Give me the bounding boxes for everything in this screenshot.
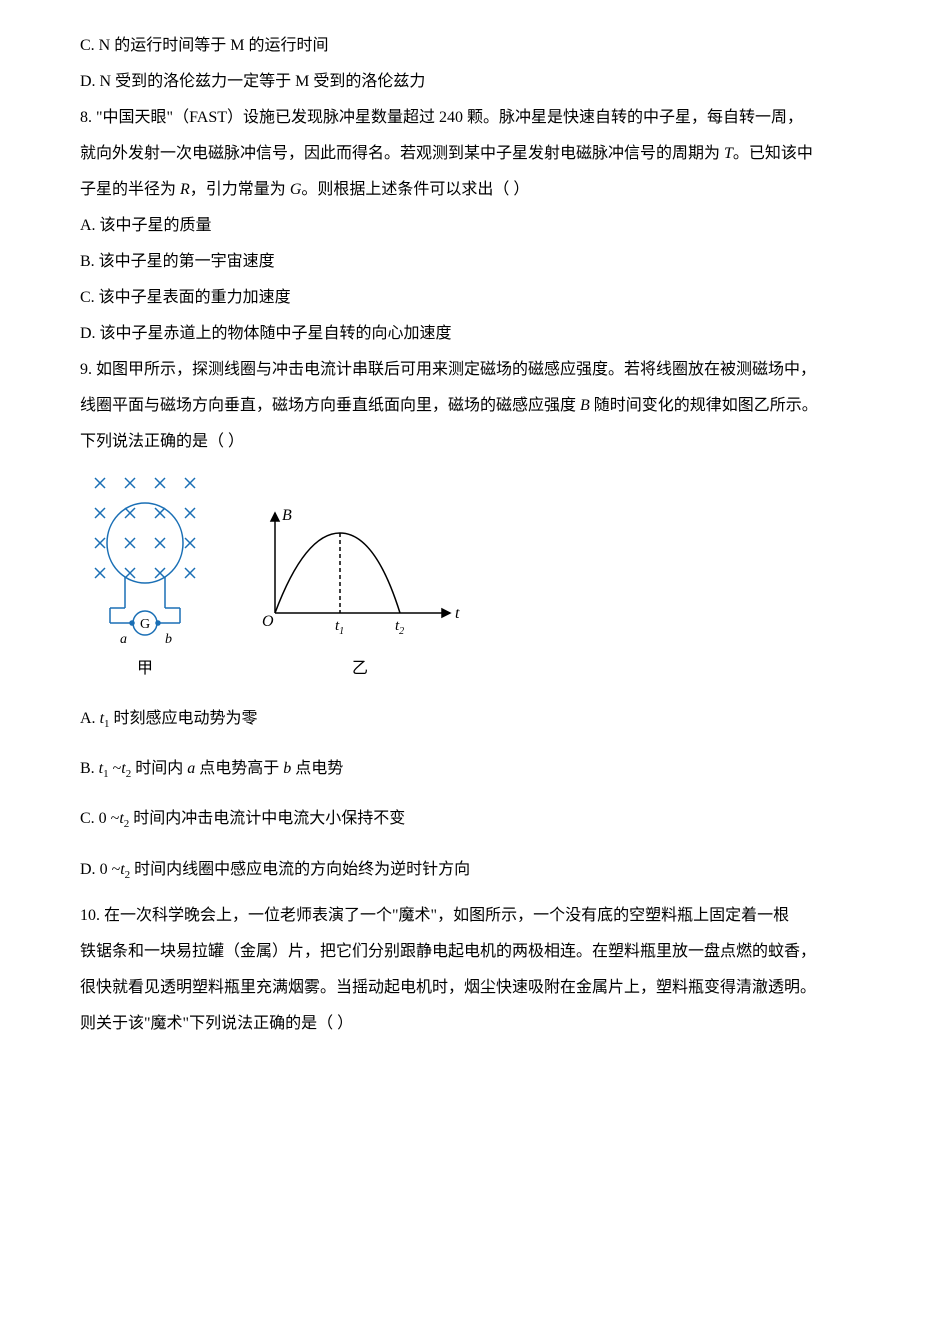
q8-option-c: C. 该中子星表面的重力加速度 [80,282,870,314]
q10-stem-line2: 铁锯条和一块易拉罐（金属）片，把它们分别跟静电起电机的两极相连。在塑料瓶里放一盘… [80,936,870,968]
opt-d-pre: D. [80,861,100,878]
q8-stem-3c: 。则根据上述条件可以求出（ ） [301,181,529,198]
q8-stem-2b: 。已知该中 [733,145,813,162]
diagram-container: G a b 甲 B O t t1 [80,468,870,685]
terminal-b-label: b [165,632,172,647]
diagram-jia: G a b 甲 [80,468,210,685]
b-curve [275,533,400,613]
galvanometer-label: G [140,617,150,632]
q9-stem-2b: 随时间变化的规律如图乙所示。 [590,397,818,414]
q10-stem-line1: 10. 在一次科学晚会上，一位老师表演了一个"魔术"，如图所示，一个没有底的空塑… [80,900,870,932]
q9-option-c: C. 0 ~t2 时间内冲击电流计中电流大小保持不变 [80,803,870,835]
opt-b-post: 点电势 [291,760,343,777]
q7-option-d: D. N 受到的洛伦兹力一定等于 M 受到的洛伦兹力 [80,66,870,98]
opt-b-pre: B. [80,760,99,777]
terminal-a-label: a [120,632,127,647]
q7-option-c: C. N 的运行时间等于 M 的运行时间 [80,30,870,62]
opt-b-mid: 时间内 [131,760,187,777]
t-axis-label: t [455,605,460,622]
diagram-yi-svg: B O t t1 t2 [250,498,470,648]
diagram-yi: B O t t1 t2 乙 [250,498,470,685]
diagram-yi-label: 乙 [352,653,368,685]
q9-var-b: B [580,397,590,414]
opt-d-post: 时间内线圈中感应电流的方向始终为逆时针方向 [130,861,470,878]
q9-option-a: A. t1 时刻感应电动势为零 [80,703,870,735]
diagram-jia-label: 甲 [137,653,153,685]
q9-stem-line3: 下列说法正确的是（ ） [80,426,870,458]
opt-b-mid2: 点电势高于 [195,760,283,777]
opt-c-0: 0 ~ [99,810,120,827]
q9-stem-line2: 线圈平面与磁场方向垂直，磁场方向垂直纸面向里，磁场的磁感应强度 B 随时间变化的… [80,390,870,422]
t-axis-arrow [442,609,450,617]
t1-label: t1 [335,618,344,637]
opt-a-post: 时刻感应电动势为零 [110,710,258,727]
q8-var-t: T [724,145,733,162]
q9-option-d: D. 0 ~t2 时间内线圈中感应电流的方向始终为逆时针方向 [80,854,870,886]
q10-stem-line3: 很快就看见透明塑料瓶里充满烟雾。当摇动起电机时，烟尘快速吸附在金属片上，塑料瓶变… [80,972,870,1004]
q9-option-b: B. t1 ~t2 时间内 a 点电势高于 b 点电势 [80,753,870,785]
q8-stem-3b: ，引力常量为 [190,181,290,198]
q8-option-d: D. 该中子星赤道上的物体随中子星自转的向心加速度 [80,318,870,350]
q8-stem-line1: 8. "中国天眼"（FAST）设施已发现脉冲星数量超过 240 颗。脉冲星是快速… [80,102,870,134]
q8-stem-3a: 子星的半径为 [80,181,180,198]
q8-stem-line3: 子星的半径为 R，引力常量为 G。则根据上述条件可以求出（ ） [80,174,870,206]
q8-stem-line2: 就向外发射一次电磁脉冲信号，因此而得名。若观测到某中子星发射电磁脉冲信号的周期为… [80,138,870,170]
q9-stem-line1: 9. 如图甲所示，探测线圈与冲击电流计串联后可用来测定磁场的磁感应强度。若将线圈… [80,354,870,386]
q9-stem-2a: 线圈平面与磁场方向垂直，磁场方向垂直纸面向里，磁场的磁感应强度 [80,397,580,414]
q10-stem-line4: 则关于该"魔术"下列说法正确的是（ ） [80,1008,870,1040]
coil-circle [107,503,183,583]
t2-label: t2 [395,618,404,637]
opt-c-pre: C. [80,810,99,827]
origin-label: O [262,613,274,630]
opt-d-0: 0 ~ [100,861,121,878]
diagram-jia-svg: G a b [80,468,210,648]
b-axis-arrow [271,513,279,521]
opt-c-post: 时间内冲击电流计中电流大小保持不变 [129,810,405,827]
q8-var-r: R [180,181,190,198]
q8-option-a: A. 该中子星的质量 [80,210,870,242]
q8-stem-2a: 就向外发射一次电磁脉冲信号，因此而得名。若观测到某中子星发射电磁脉冲信号的周期为 [80,145,724,162]
q8-option-b: B. 该中子星的第一宇宙速度 [80,246,870,278]
q8-var-g: G [290,181,302,198]
b-axis-label: B [282,507,292,524]
opt-b-tilde: ~ [109,760,122,777]
opt-a-pre: A. [80,710,100,727]
